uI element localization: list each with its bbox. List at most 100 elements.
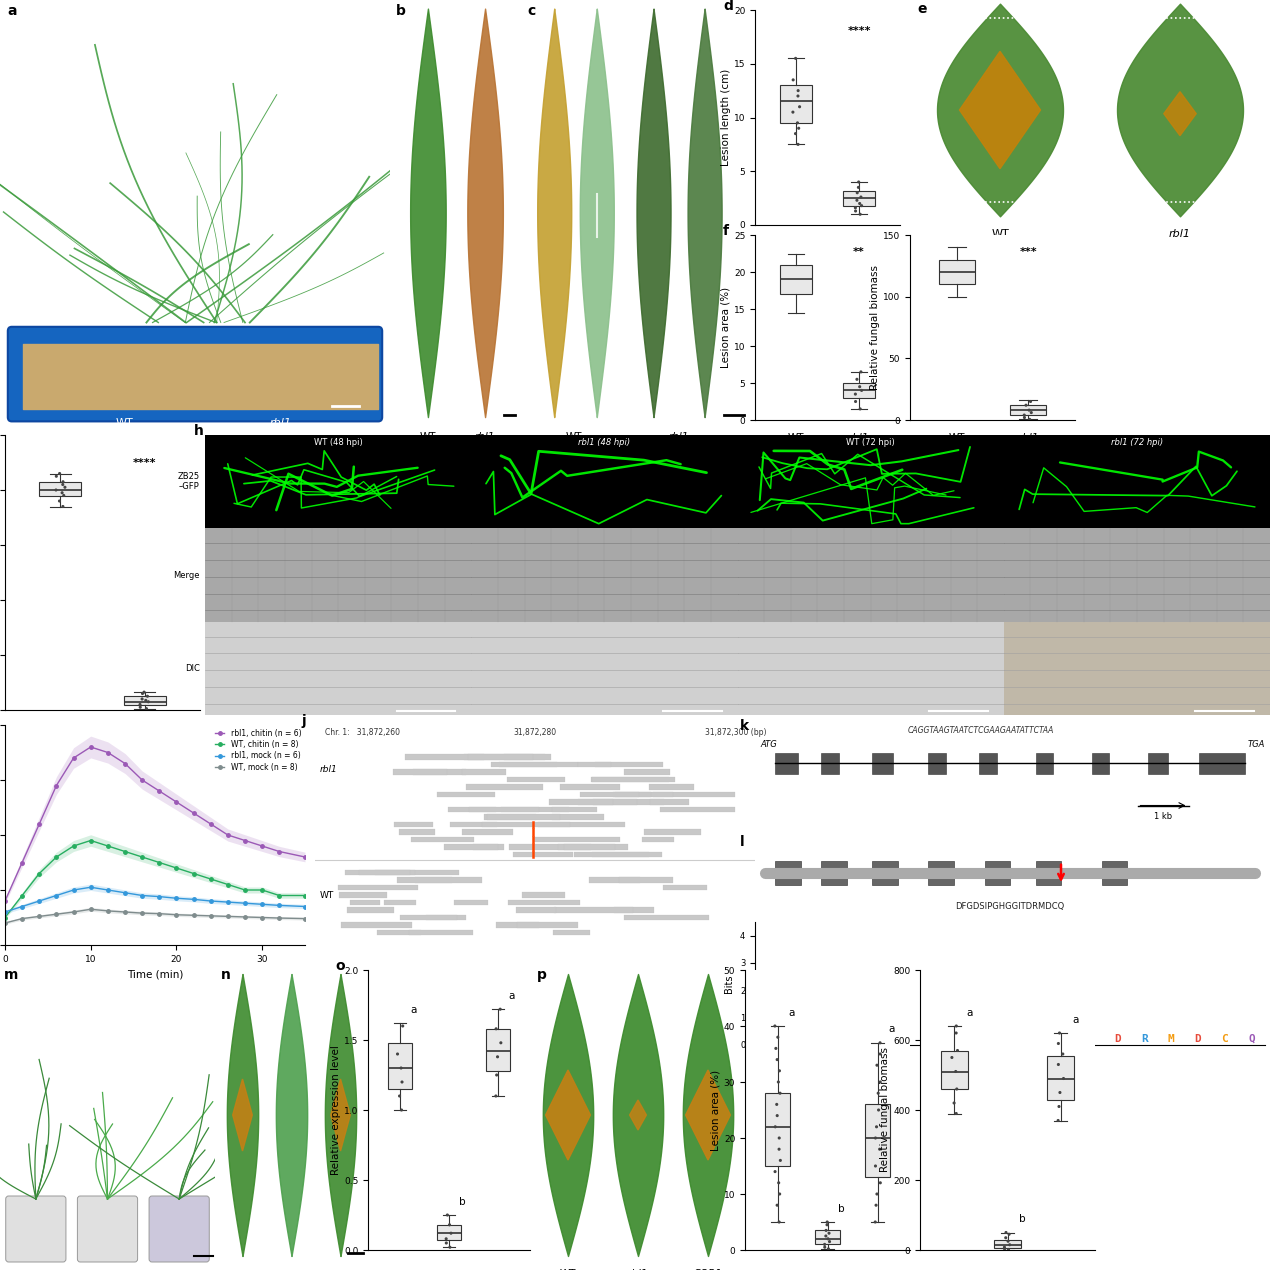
Point bbox=[1050, 1082, 1070, 1102]
WT, mock (n = 8) bbox=[220, 909, 236, 925]
Text: C: C bbox=[1221, 1034, 1228, 1044]
FancyBboxPatch shape bbox=[5, 1196, 67, 1262]
Point bbox=[819, 1232, 840, 1252]
Text: rbl1: rbl1 bbox=[134, 729, 155, 739]
Point bbox=[1048, 1054, 1069, 1074]
Bar bbox=[384, 899, 416, 906]
Bar bbox=[411, 837, 474, 842]
rbl1, mock (n = 6) bbox=[255, 897, 270, 912]
PathPatch shape bbox=[938, 259, 974, 284]
Point bbox=[1014, 408, 1034, 428]
rbl1, mock (n = 6) bbox=[237, 895, 252, 911]
Point bbox=[845, 384, 865, 404]
Bar bbox=[415, 878, 452, 883]
Text: G: G bbox=[1033, 1034, 1041, 1044]
Bar bbox=[492, 762, 579, 767]
Point bbox=[946, 1022, 966, 1043]
Point bbox=[946, 1078, 966, 1099]
Point bbox=[817, 1214, 837, 1234]
Point bbox=[1048, 1096, 1069, 1116]
Point bbox=[132, 683, 152, 704]
Point bbox=[870, 1072, 891, 1092]
Text: H: H bbox=[979, 1034, 987, 1044]
Bar bbox=[558, 845, 628, 850]
Point bbox=[869, 1139, 890, 1160]
WT, mock (n = 8) bbox=[151, 906, 166, 921]
Point bbox=[814, 1234, 835, 1255]
Bar bbox=[614, 791, 673, 798]
Bar bbox=[552, 806, 598, 812]
Text: CAGGTAAGTAATCTCGAAGAATATTCTAA: CAGGTAAGTAATCTCGAAGAATATTCTAA bbox=[908, 726, 1055, 735]
Text: WT: WT bbox=[559, 1269, 576, 1270]
Text: n = 10: n = 10 bbox=[783, 262, 809, 271]
Bar bbox=[613, 791, 650, 798]
WT, chitin (n = 8) bbox=[32, 866, 47, 881]
Point bbox=[850, 193, 870, 213]
rbl1, chitin (n = 6) bbox=[255, 838, 270, 853]
Point bbox=[819, 1223, 840, 1243]
Bar bbox=[497, 922, 539, 927]
Point bbox=[787, 113, 808, 133]
Point bbox=[136, 698, 156, 719]
Legend: rbl1, chitin (n = 6), WT, chitin (n = 8), rbl1, mock (n = 6), WT, mock (n = 8): rbl1, chitin (n = 6), WT, chitin (n = 8)… bbox=[215, 729, 301, 772]
Bar bbox=[516, 907, 557, 913]
Point bbox=[847, 183, 868, 203]
Point bbox=[50, 464, 70, 484]
WT, mock (n = 8) bbox=[237, 909, 252, 925]
PathPatch shape bbox=[1010, 405, 1046, 415]
Y-axis label: Lesion length (cm): Lesion length (cm) bbox=[721, 69, 731, 166]
Bar bbox=[425, 914, 466, 919]
Text: a: a bbox=[8, 4, 18, 18]
Point bbox=[768, 1072, 788, 1092]
Point bbox=[486, 1019, 507, 1039]
Bar bbox=[413, 770, 466, 775]
Bar bbox=[554, 907, 632, 913]
WT, chitin (n = 8) bbox=[237, 883, 252, 898]
FancyBboxPatch shape bbox=[77, 1196, 137, 1262]
Text: Q: Q bbox=[1248, 1034, 1254, 1044]
Point bbox=[817, 1212, 837, 1232]
Text: k: k bbox=[740, 719, 749, 733]
Point bbox=[390, 1058, 411, 1078]
Bar bbox=[507, 776, 564, 782]
Point bbox=[1052, 1044, 1073, 1064]
Text: D: D bbox=[846, 1034, 852, 1044]
Point bbox=[845, 391, 865, 411]
Point bbox=[865, 1212, 886, 1232]
WT, chitin (n = 8) bbox=[65, 838, 81, 853]
Text: WT: WT bbox=[566, 432, 582, 442]
Bar bbox=[205, 622, 471, 715]
Point bbox=[867, 1116, 887, 1137]
Bar bbox=[504, 754, 545, 759]
PathPatch shape bbox=[844, 190, 874, 206]
rbl1, mock (n = 6) bbox=[151, 889, 166, 904]
Point bbox=[814, 1237, 835, 1257]
Point bbox=[849, 178, 869, 198]
Text: ATG: ATG bbox=[760, 739, 777, 749]
Point bbox=[767, 1195, 787, 1215]
Point bbox=[485, 1086, 506, 1106]
Text: rbl1: rbl1 bbox=[849, 433, 869, 443]
PathPatch shape bbox=[388, 1043, 412, 1088]
Line: WT, chitin (n = 8): WT, chitin (n = 8) bbox=[4, 838, 307, 919]
WT, chitin (n = 8) bbox=[169, 860, 184, 875]
PathPatch shape bbox=[781, 85, 812, 123]
Text: n = 6: n = 6 bbox=[1018, 451, 1039, 461]
Text: 31,872,280: 31,872,280 bbox=[513, 728, 557, 737]
Bar bbox=[564, 845, 614, 850]
Point bbox=[942, 1048, 963, 1068]
Point bbox=[46, 466, 67, 486]
Bar bbox=[1198, 753, 1244, 775]
Point bbox=[1019, 400, 1039, 420]
Text: b: b bbox=[460, 1196, 466, 1206]
Point bbox=[486, 1064, 507, 1085]
rbl1, chitin (n = 6) bbox=[169, 794, 184, 809]
Bar bbox=[349, 899, 380, 906]
WT, chitin (n = 8) bbox=[14, 888, 29, 903]
Text: h: h bbox=[195, 424, 205, 438]
Bar bbox=[1036, 753, 1053, 775]
Bar bbox=[649, 784, 695, 790]
Point bbox=[998, 1224, 1019, 1245]
Bar bbox=[552, 814, 604, 819]
Bar bbox=[358, 870, 410, 875]
